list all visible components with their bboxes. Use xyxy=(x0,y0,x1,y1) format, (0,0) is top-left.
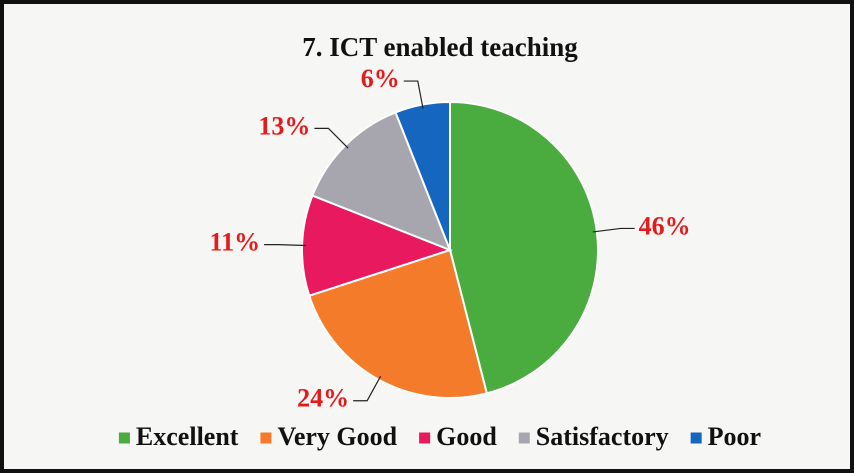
legend-label: Excellent xyxy=(136,422,239,451)
legend-swatch xyxy=(518,432,530,444)
legend-swatch xyxy=(419,432,431,444)
leader-line xyxy=(403,80,424,109)
data-label: 24% xyxy=(297,384,349,413)
legend-label: Very Good xyxy=(277,422,397,451)
leader-line xyxy=(264,243,307,247)
legend-swatch xyxy=(690,432,702,444)
legend-label: Poor xyxy=(708,422,761,451)
data-label: 46% xyxy=(639,211,691,240)
leader-line xyxy=(592,227,635,233)
data-label: 13% xyxy=(258,111,310,140)
leader-line xyxy=(353,375,382,402)
data-label: 6% xyxy=(361,64,400,93)
legend-label: Satisfactory xyxy=(536,422,669,451)
legend-swatch xyxy=(260,432,272,444)
chart-title: 7. ICT enabled teaching xyxy=(302,32,578,62)
leader-line xyxy=(314,127,349,149)
legend-swatch xyxy=(118,432,130,444)
data-label: 11% xyxy=(210,228,261,257)
legend-label: Good xyxy=(436,422,497,451)
